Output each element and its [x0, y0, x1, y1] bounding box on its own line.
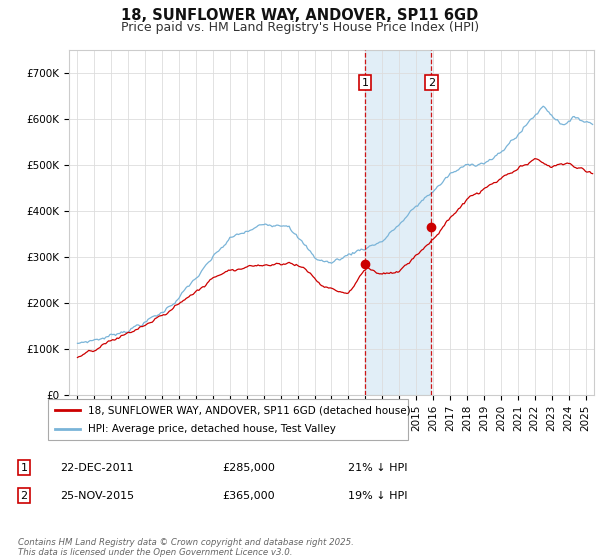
- Text: Contains HM Land Registry data © Crown copyright and database right 2025.
This d: Contains HM Land Registry data © Crown c…: [18, 538, 354, 557]
- Text: 18, SUNFLOWER WAY, ANDOVER, SP11 6GD: 18, SUNFLOWER WAY, ANDOVER, SP11 6GD: [121, 8, 479, 24]
- Text: 21% ↓ HPI: 21% ↓ HPI: [348, 463, 407, 473]
- Text: £365,000: £365,000: [222, 491, 275, 501]
- Text: 1: 1: [20, 463, 28, 473]
- Bar: [365, 50, 431, 395]
- Text: 22-DEC-2011: 22-DEC-2011: [60, 463, 134, 473]
- Text: Price paid vs. HM Land Registry's House Price Index (HPI): Price paid vs. HM Land Registry's House …: [121, 21, 479, 34]
- Text: 2: 2: [20, 491, 28, 501]
- Text: HPI: Average price, detached house, Test Valley: HPI: Average price, detached house, Test…: [88, 424, 335, 433]
- Text: 2: 2: [428, 77, 435, 87]
- Text: 1: 1: [361, 77, 368, 87]
- Text: 25-NOV-2015: 25-NOV-2015: [60, 491, 134, 501]
- Text: £285,000: £285,000: [222, 463, 275, 473]
- Text: 18, SUNFLOWER WAY, ANDOVER, SP11 6GD (detached house): 18, SUNFLOWER WAY, ANDOVER, SP11 6GD (de…: [88, 405, 410, 415]
- Text: 19% ↓ HPI: 19% ↓ HPI: [348, 491, 407, 501]
